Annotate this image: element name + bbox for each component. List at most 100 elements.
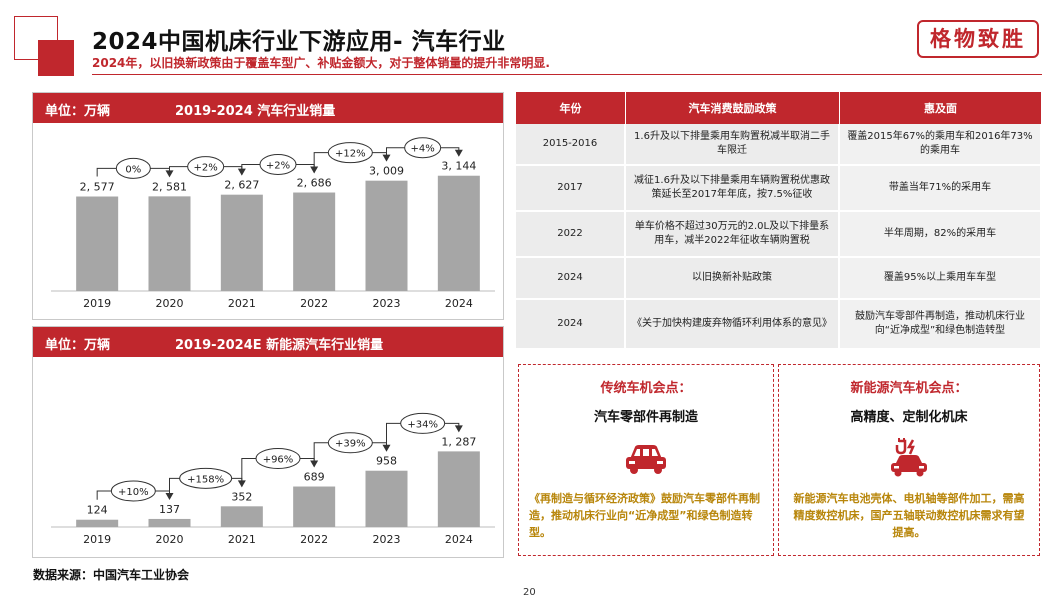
chart-panel-nev-sales: 单位：万辆 2019-2024E 新能源汽车行业销量 124 2019 137 202… xyxy=(32,326,504,558)
bar-2024 xyxy=(437,175,480,291)
value-label-2022: 689 xyxy=(304,471,325,484)
box-title: 新能源汽车机会点： xyxy=(850,381,968,396)
growth-bubble-2020 xyxy=(115,157,151,179)
bar-2021 xyxy=(220,194,263,291)
table-cell-year: 2015-2016 xyxy=(516,124,626,166)
nev-opportunity-box: 新能源汽车机会点： 高精度、定制化机床 新能源汽车电池壳体、电机轴等部件加工，需… xyxy=(778,364,1040,556)
table-cell-year: 2017 xyxy=(516,166,626,212)
chart-panel-header: 单位：万辆 2019-2024E 新能源汽车行业销量 xyxy=(33,327,503,357)
growth-bubble-2021 xyxy=(179,467,233,489)
x-tick-label-2024: 2024 xyxy=(445,297,473,310)
growth-label-2020: +10% xyxy=(118,487,149,498)
bar-2020 xyxy=(148,518,191,527)
growth-bubble-2022 xyxy=(255,448,301,470)
box-title: 传统车机会点： xyxy=(600,381,692,396)
value-label-2020: 137 xyxy=(159,503,180,516)
bar-2020 xyxy=(148,196,191,291)
x-tick-label-2020: 2020 xyxy=(156,297,184,310)
growth-label-2020: 0% xyxy=(125,164,141,175)
table-row: 2024 《关于加快构建废弃物循环利用体系的意见》 鼓励汽车零部件再制造，推动机… xyxy=(516,300,1042,350)
nev-sales-bar-chart: 124 2019 137 2020 352 2021 689 2022 958 2023 1, 28… xyxy=(51,412,495,546)
table-header-row: 年份 汽车消费鼓励政策 惠及面 xyxy=(516,92,1042,124)
table-cell-year: 2022 xyxy=(516,212,626,258)
page-number: 20 xyxy=(523,587,536,598)
page-title: 2024中国机床行业下游应用- 汽车行业 xyxy=(92,29,506,55)
growth-bubble-2021 xyxy=(187,156,225,178)
value-label-2024: 3, 144 xyxy=(441,160,476,173)
growth-bubble-2022 xyxy=(259,154,297,176)
policy-table: 年份 汽车消费鼓励政策 惠及面 2015-2016 1.6升及以下排量乘用车购置… xyxy=(516,92,1042,350)
bar-2019 xyxy=(76,519,119,527)
box-subtitle: 汽车零部件再制造 xyxy=(593,410,698,425)
growth-label-2021: +2% xyxy=(194,163,218,174)
x-tick-label-2024: 2024 xyxy=(445,533,473,546)
header-decoration-square xyxy=(38,40,74,76)
x-tick-label-2021: 2021 xyxy=(228,533,256,546)
table-header-coverage: 惠及面 xyxy=(840,92,1042,124)
growth-label-2022: +96% xyxy=(263,455,294,466)
table-cell-coverage: 覆盖2015年67%的乘用车和2016年73%的乘用车 xyxy=(840,124,1042,166)
growth-arrowhead-2024 xyxy=(454,425,463,433)
table-cell-policy: 以旧换新补贴政策 xyxy=(626,258,840,300)
value-label-2020: 2, 581 xyxy=(152,180,187,193)
value-label-2019: 124 xyxy=(87,504,108,517)
x-tick-label-2020: 2020 xyxy=(156,533,184,546)
growth-bubble-2020 xyxy=(110,480,156,502)
value-label-2023: 3, 009 xyxy=(369,165,404,178)
traditional-car-opportunity-box: 传统车机会点： 汽车零部件再制造 《再制造与循环经济政策》鼓励汽车零部件再制造，… xyxy=(518,364,774,556)
brand-seal-logo: 格物致胜 xyxy=(917,20,1039,58)
page-subtitle: 2024年，以旧换新政策由于覆盖车型广、补贴金额大，对于整体销量的提升非常明显. xyxy=(92,56,550,70)
bar-2019 xyxy=(76,196,119,291)
table-header-year: 年份 xyxy=(516,92,626,124)
growth-bubble-2024 xyxy=(400,412,446,434)
chart-title: 2019-2024E 新能源汽车行业销量 xyxy=(175,338,384,353)
header-decoration-outline xyxy=(14,16,58,60)
value-label-2022: 2, 686 xyxy=(297,177,332,190)
x-tick-label-2023: 2023 xyxy=(373,533,401,546)
table-row: 2015-2016 1.6升及以下排量乘用车购置税减半取消二手车限迁 覆盖201… xyxy=(516,124,1042,166)
growth-label-2023: +39% xyxy=(335,439,366,450)
table-cell-coverage: 带盖当年71%的采用车 xyxy=(840,166,1042,212)
ev-charging-icon xyxy=(885,437,933,477)
value-label-2021: 352 xyxy=(231,490,252,503)
bar-2022 xyxy=(293,486,336,527)
value-label-2021: 2, 627 xyxy=(224,179,259,192)
x-tick-label-2019: 2019 xyxy=(83,533,111,546)
table-cell-policy: 《关于加快构建废弃物循环利用体系的意见》 xyxy=(626,300,840,350)
chart-unit-label: 单位：万辆 xyxy=(45,104,111,119)
growth-label-2024: +4% xyxy=(411,144,435,155)
data-source-note: 数据来源：中国汽车工业协会 xyxy=(33,568,190,582)
table-cell-policy: 1.6升及以下排量乘用车购置税减半取消二手车限迁 xyxy=(626,124,840,166)
x-tick-label-2022: 2022 xyxy=(300,533,328,546)
growth-label-2022: +2% xyxy=(266,161,290,172)
chart-unit-label: 单位：万辆 xyxy=(45,338,111,353)
growth-bubble-2023 xyxy=(327,142,373,164)
growth-bubble-2024 xyxy=(404,137,442,159)
table-row: 2024 以旧换新补贴政策 覆盖95%以上乘用车车型 xyxy=(516,258,1042,300)
table-cell-coverage: 覆盖95%以上乘用车车型 xyxy=(840,258,1042,300)
table-cell-coverage: 半年周期，82%的采用车 xyxy=(840,212,1042,258)
table-header-policy: 汽车消费鼓励政策 xyxy=(626,92,840,124)
table-row: 2017 减征1.6升及以下排量乘用车辆购置税优惠政策延长至2017年年底，按7… xyxy=(516,166,1042,212)
box-subtitle: 高精度、定制化机床 xyxy=(850,410,968,425)
table-cell-policy: 单车价格不超过30万元的2.0L及以下排量系用车，减半2022年征收车辆购置税 xyxy=(626,212,840,258)
chart-panel-auto-sales: 单位：万辆 2019-2024 汽车行业销量 2, 577 2019 2, 581 2… xyxy=(32,92,504,320)
growth-label-2024: +34% xyxy=(407,419,438,430)
box-description: 《再制造与循环经济政策》鼓励汽车零部件再制造，推动机床行业向“近净成型”和绿色制… xyxy=(529,492,760,539)
bar-2022 xyxy=(293,192,336,291)
table-cell-policy: 减征1.6升及以下排量乘用车辆购置税优惠政策延长至2017年年底，按7.5%征收 xyxy=(626,166,840,212)
bar-2024 xyxy=(437,451,480,527)
chart-title: 2019-2024 汽车行业销量 xyxy=(175,104,336,119)
title-divider xyxy=(92,74,1042,75)
bar-2021 xyxy=(220,506,263,527)
car-icon xyxy=(622,437,670,477)
x-tick-label-2023: 2023 xyxy=(373,297,401,310)
box-description: 新能源汽车电池壳体、电机轴等部件加工，需高精度数控机床，国产五轴联动数控机床需求… xyxy=(793,492,1025,539)
value-label-2019: 2, 577 xyxy=(80,181,115,194)
chart-panel-header: 单位：万辆 2019-2024 汽车行业销量 xyxy=(33,93,503,123)
table-cell-coverage: 鼓励汽车零部件再制造，推动机床行业向“近净成型”和绿色制造转型 xyxy=(840,300,1042,350)
growth-bubble-2023 xyxy=(327,432,373,454)
value-label-2024: 1, 287 xyxy=(441,435,476,448)
x-tick-label-2021: 2021 xyxy=(228,297,256,310)
growth-label-2021: +158% xyxy=(187,474,224,485)
